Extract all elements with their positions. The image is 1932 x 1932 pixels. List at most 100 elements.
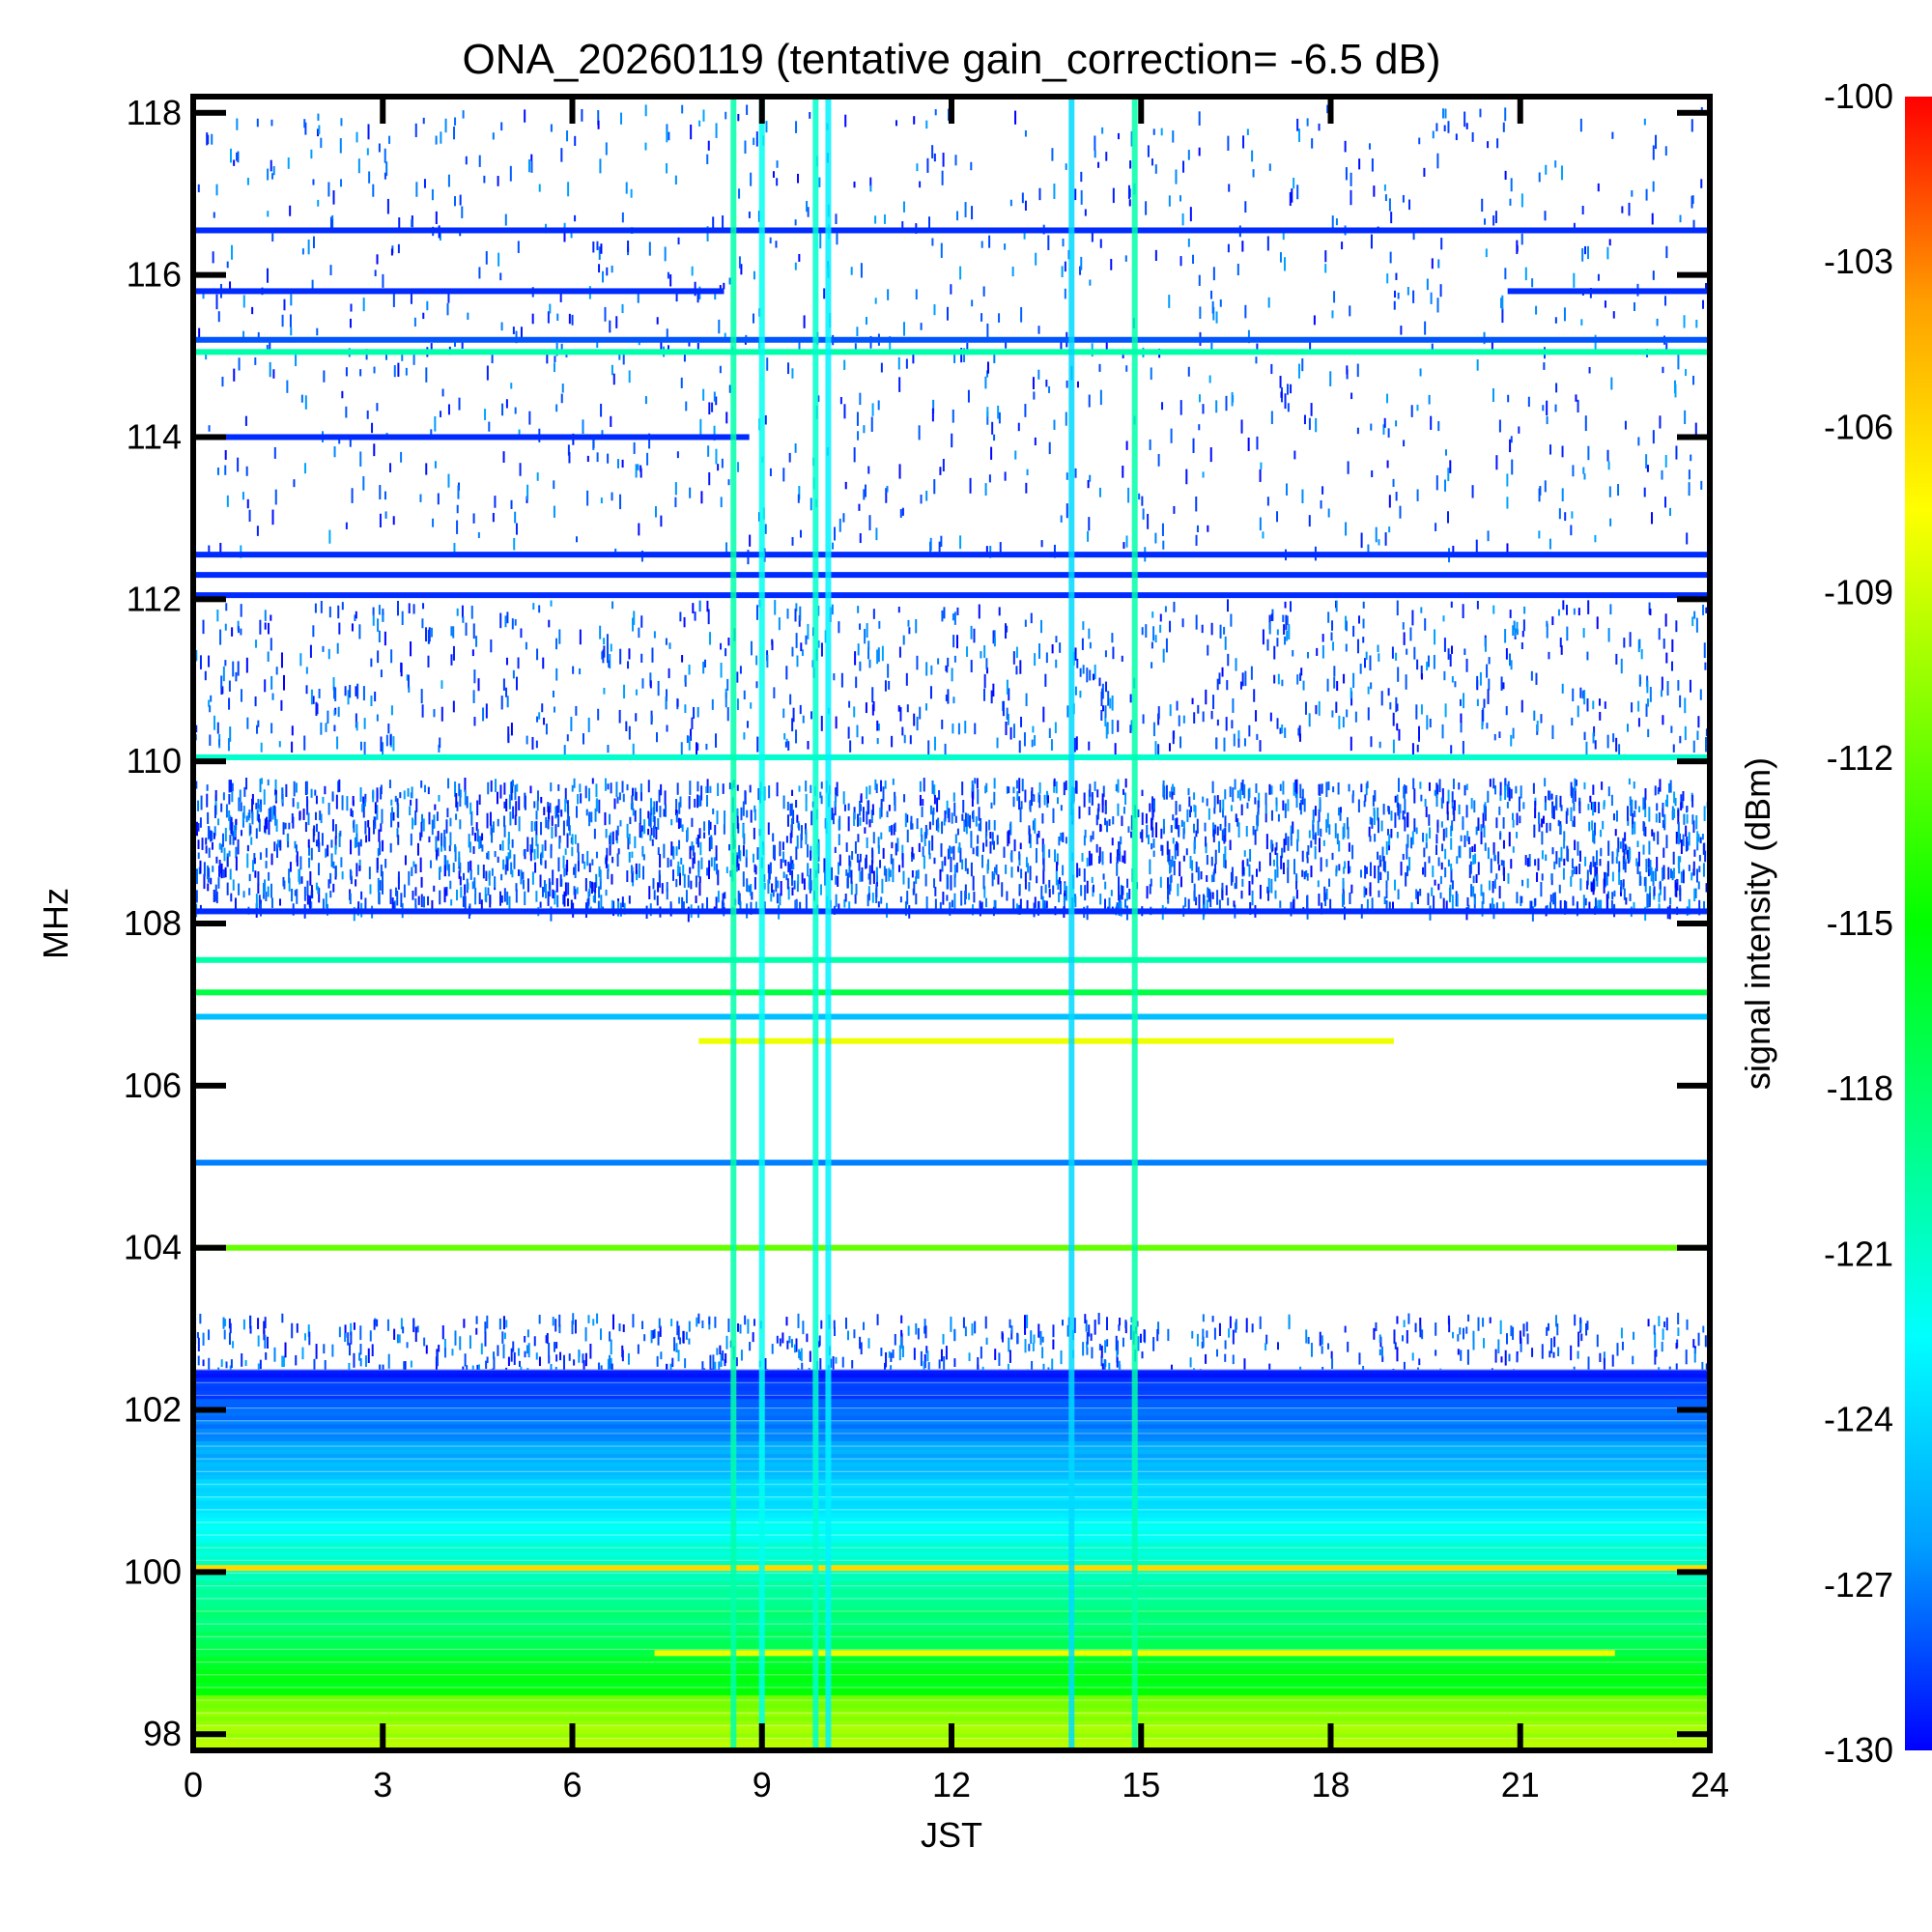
noise-mark (1360, 783, 1363, 793)
noise-mark (344, 686, 347, 696)
noise-mark (376, 857, 379, 870)
noise-mark (200, 795, 203, 810)
noise-mark (627, 661, 630, 669)
noise-mark (1471, 846, 1474, 853)
noise-mark (985, 658, 988, 670)
noise-mark (1275, 797, 1278, 806)
noise-mark (795, 633, 798, 648)
noise-mark (1584, 245, 1587, 255)
noise-mark (1657, 786, 1660, 795)
noise-mark (435, 211, 438, 224)
noise-mark (1683, 315, 1686, 328)
noise-mark (232, 1341, 235, 1349)
noise-mark (1605, 873, 1608, 886)
noise-mark (1388, 198, 1391, 212)
noise-mark (273, 841, 276, 852)
noise-mark (1520, 699, 1523, 713)
noise-mark (1524, 855, 1527, 866)
noise-mark (1006, 679, 1009, 696)
noise-mark (396, 890, 399, 906)
noise-mark (1643, 798, 1646, 810)
noise-mark (1553, 861, 1556, 869)
noise-mark (396, 828, 399, 838)
noise-mark (1545, 164, 1548, 175)
noise-mark (897, 607, 900, 613)
noise-mark (557, 814, 560, 828)
noise-mark (198, 327, 201, 343)
noise-mark (386, 1319, 389, 1331)
noise-mark (1509, 610, 1512, 618)
noise-mark (1287, 403, 1290, 412)
noise-mark (1293, 859, 1296, 875)
noise-mark (330, 219, 333, 231)
noise-mark (393, 365, 396, 378)
noise-mark (272, 369, 275, 379)
noise-mark (552, 690, 554, 697)
noise-mark (632, 743, 635, 759)
noise-mark (1084, 209, 1087, 216)
noise-mark (271, 173, 274, 180)
noise-mark (323, 1344, 326, 1354)
noise-mark (388, 135, 391, 144)
noise-mark (320, 600, 323, 613)
noise-mark (1290, 831, 1293, 846)
noise-mark (1251, 150, 1254, 162)
noise-mark (207, 883, 210, 892)
noise-mark (1598, 802, 1601, 814)
noise-mark (1280, 391, 1283, 398)
noise-mark (810, 784, 812, 794)
noise-mark (848, 901, 851, 909)
noise-mark (539, 901, 542, 908)
noise-mark (639, 792, 642, 802)
noise-mark (706, 154, 709, 164)
noise-mark (888, 805, 891, 811)
noise-mark (1698, 899, 1701, 916)
noise-mark (1094, 135, 1096, 152)
noise-mark (972, 810, 975, 823)
noise-mark (682, 901, 685, 914)
noise-mark (791, 869, 794, 884)
noise-mark (627, 1352, 630, 1365)
noise-mark (425, 1345, 428, 1354)
noise-mark (508, 794, 511, 810)
noise-mark (470, 810, 473, 826)
noise-mark (401, 352, 404, 361)
noise-mark (472, 690, 475, 703)
noise-mark (1570, 807, 1573, 822)
noise-mark (952, 724, 954, 734)
noise-mark (1516, 240, 1519, 254)
noise-mark (1586, 651, 1589, 661)
noise-mark (611, 364, 613, 376)
noise-mark (1082, 621, 1085, 631)
noise-mark (880, 1348, 883, 1356)
noise-mark (683, 350, 686, 362)
noise-mark (1396, 723, 1399, 731)
noise-mark (728, 384, 731, 393)
noise-mark (1259, 740, 1262, 753)
noise-mark (993, 819, 996, 831)
noise-mark (272, 166, 275, 176)
noise-mark (1623, 848, 1626, 864)
noise-mark (1551, 805, 1554, 819)
noise-mark (1650, 867, 1653, 882)
noise-mark (724, 892, 726, 899)
noise-mark (400, 663, 403, 677)
noise-mark (1048, 879, 1051, 889)
noise-mark (1440, 821, 1443, 828)
noise-mark (264, 879, 267, 893)
noise-mark (1290, 601, 1293, 612)
noise-mark (1471, 131, 1474, 142)
noise-mark (201, 838, 204, 850)
noise-mark (986, 370, 989, 378)
noise-mark (1046, 795, 1049, 804)
noise-mark (875, 783, 878, 794)
noise-mark (717, 464, 720, 471)
noise-mark (843, 898, 846, 908)
noise-mark (1329, 898, 1332, 911)
noise-mark (742, 871, 745, 887)
noise-mark (1083, 792, 1086, 808)
noise-mark (1294, 780, 1297, 793)
noise-mark (1056, 862, 1059, 871)
noise-mark (880, 799, 883, 810)
noise-mark (957, 723, 960, 735)
